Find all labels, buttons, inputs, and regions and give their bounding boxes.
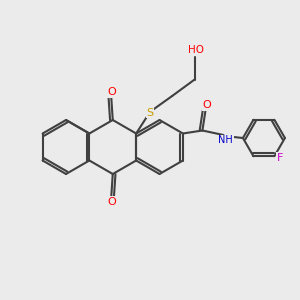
- Text: O: O: [107, 87, 116, 97]
- Text: NH: NH: [218, 135, 233, 146]
- Text: O: O: [107, 197, 116, 207]
- Text: F: F: [277, 153, 283, 163]
- Text: HO: HO: [188, 45, 204, 56]
- Text: O: O: [202, 100, 211, 110]
- Text: S: S: [146, 107, 153, 118]
